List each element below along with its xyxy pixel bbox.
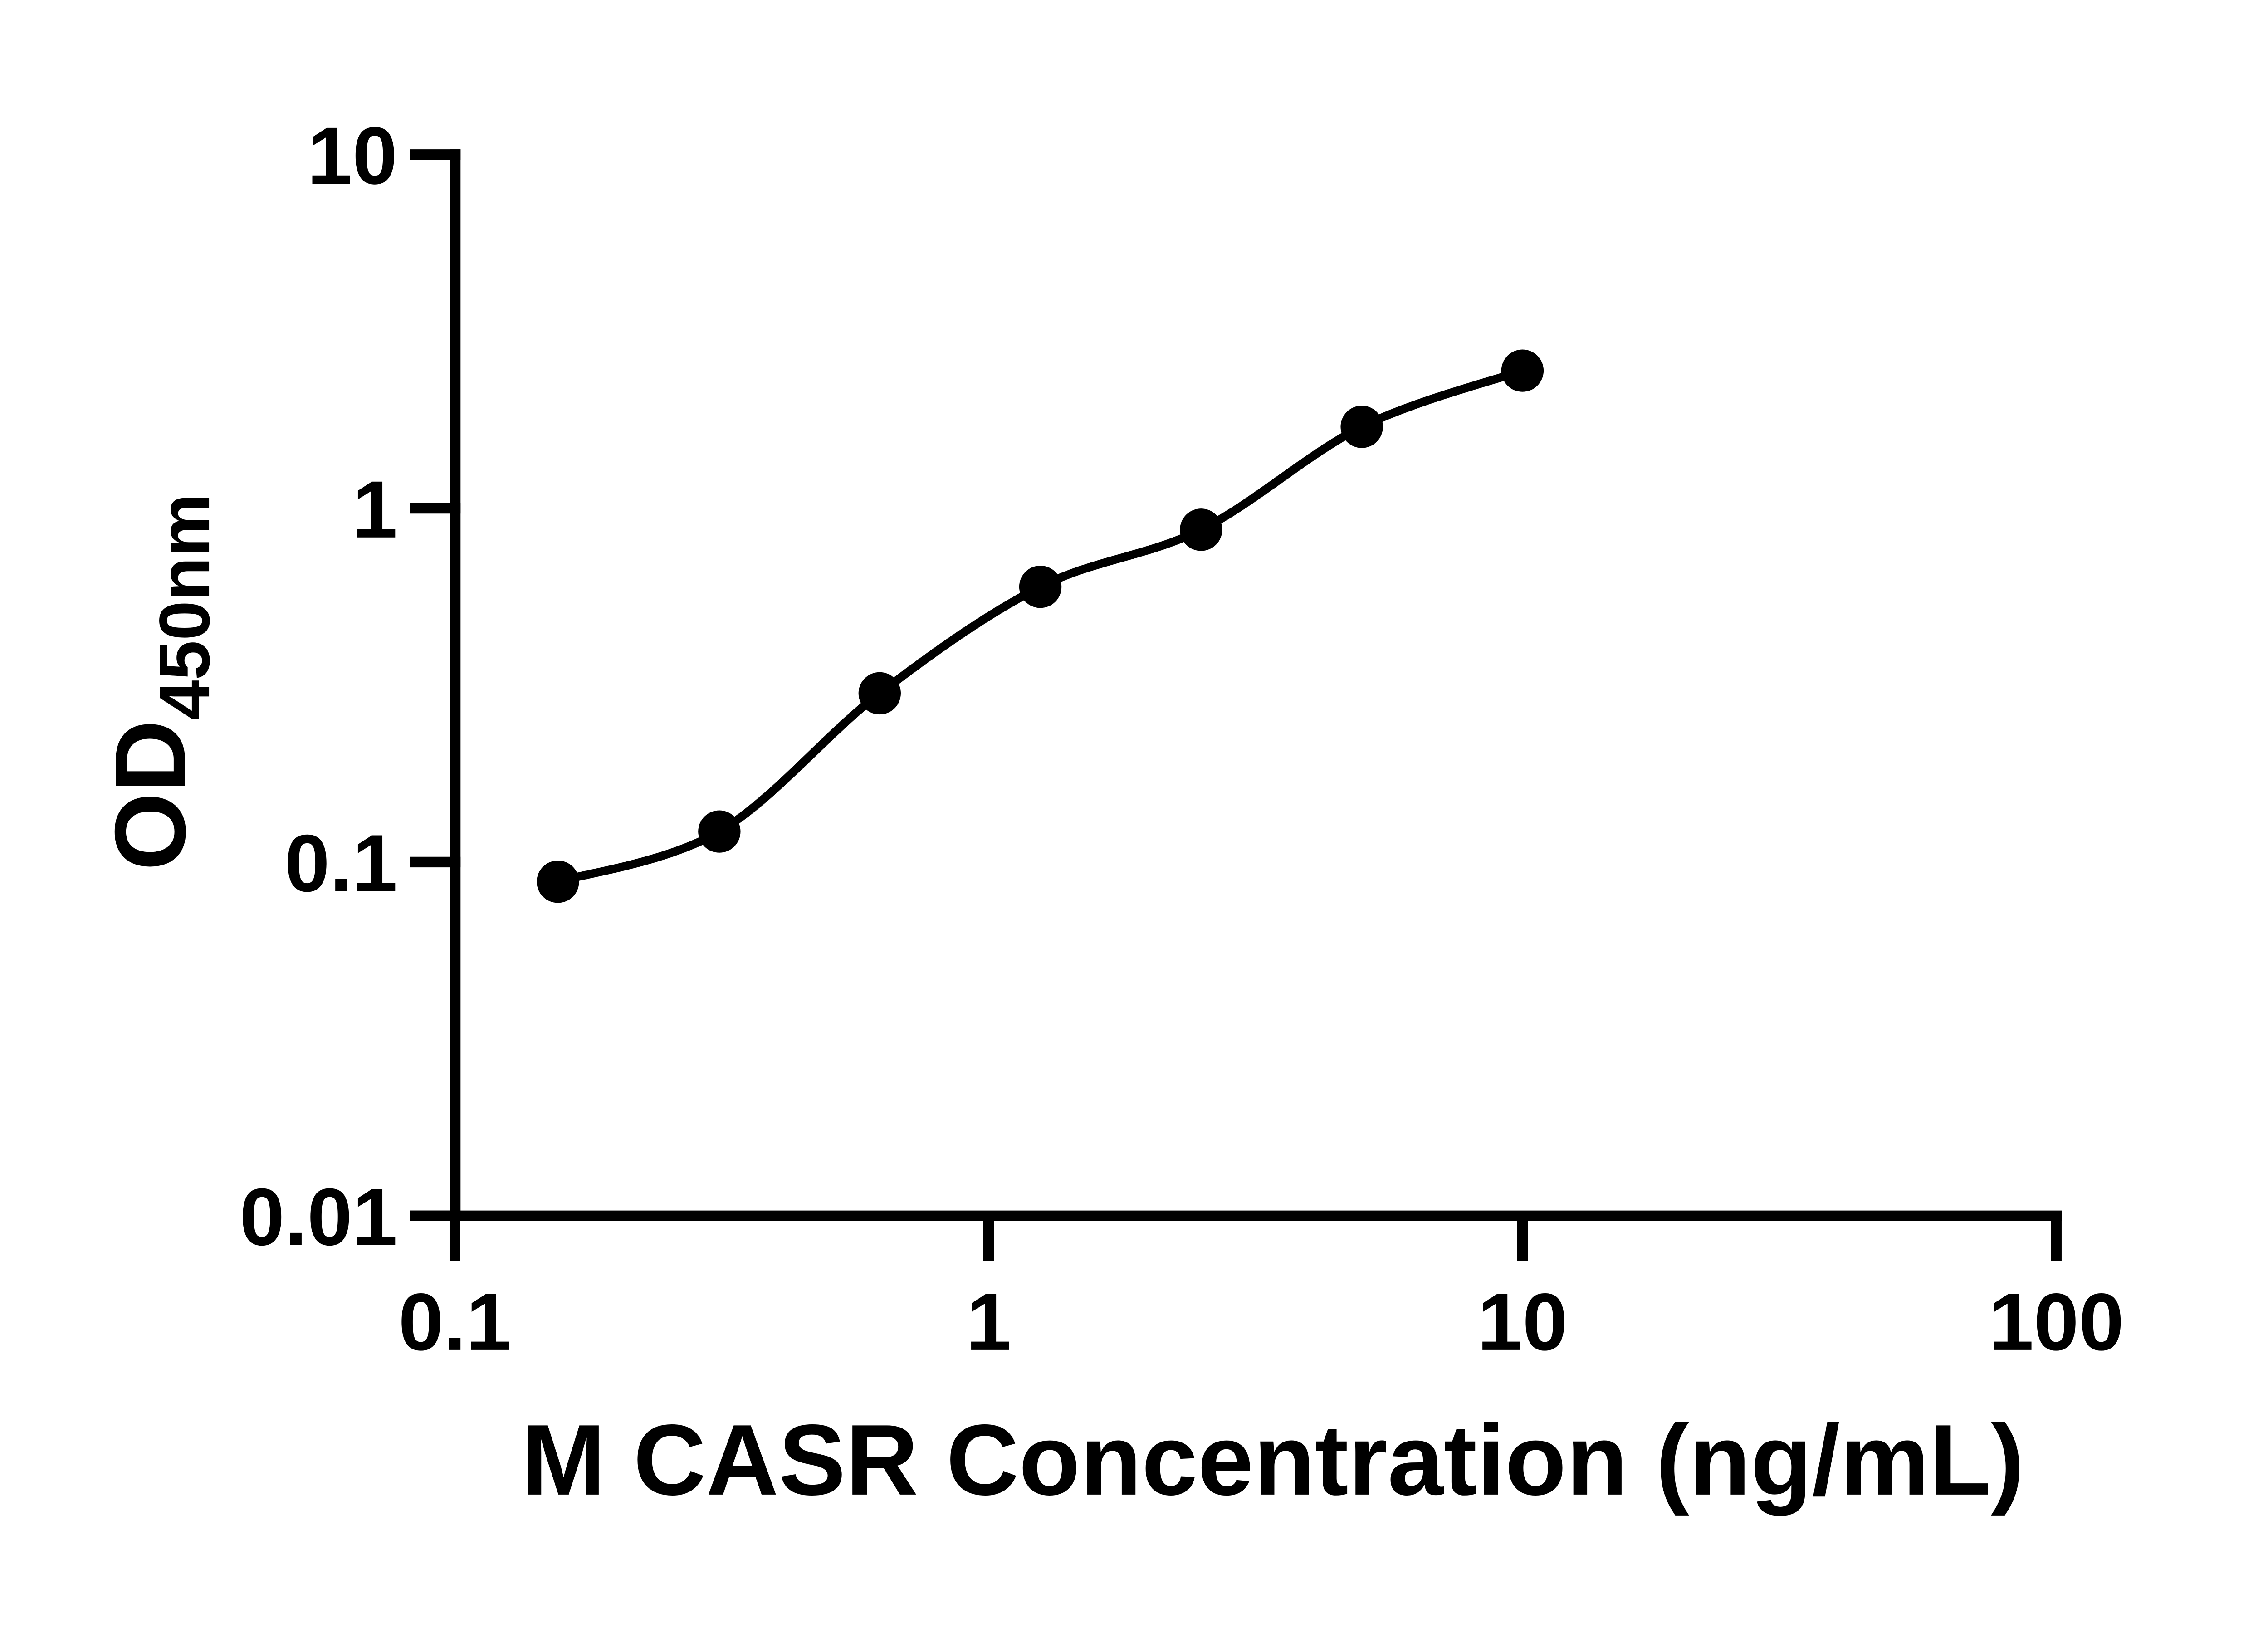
x-tick-label: 100 <box>1989 1276 2124 1367</box>
y-axis-title: OD450nm <box>94 494 225 871</box>
data-point-marker <box>1501 349 1544 392</box>
data-point-marker <box>537 861 579 903</box>
data-point-marker <box>1340 406 1383 448</box>
y-tick-label: 1 <box>352 464 397 555</box>
data-point-marker <box>698 810 741 853</box>
x-tick-label: 1 <box>966 1276 1012 1367</box>
y-tick-label: 0.01 <box>240 1172 397 1262</box>
x-tick-label: 0.1 <box>398 1276 511 1367</box>
y-axis-title-subscript: 450nm <box>145 494 225 720</box>
fit-curve <box>553 366 1527 886</box>
data-point-marker <box>1180 508 1222 551</box>
x-tick-label: 10 <box>1477 1276 1568 1367</box>
data-point-marker <box>1019 565 1062 608</box>
data-point-marker <box>858 672 901 715</box>
x-axis-title: M CASR Concentration (ng/mL) <box>522 1403 2024 1516</box>
y-tick-label: 10 <box>307 110 397 201</box>
y-axis-title-main: OD <box>94 720 206 871</box>
y-tick-label: 0.1 <box>285 818 398 909</box>
elisa-standard-curve-figure: 10 1 0.1 0.01 0.1 1 10 100 M CASR Concentration… <box>18 7 2268 1595</box>
